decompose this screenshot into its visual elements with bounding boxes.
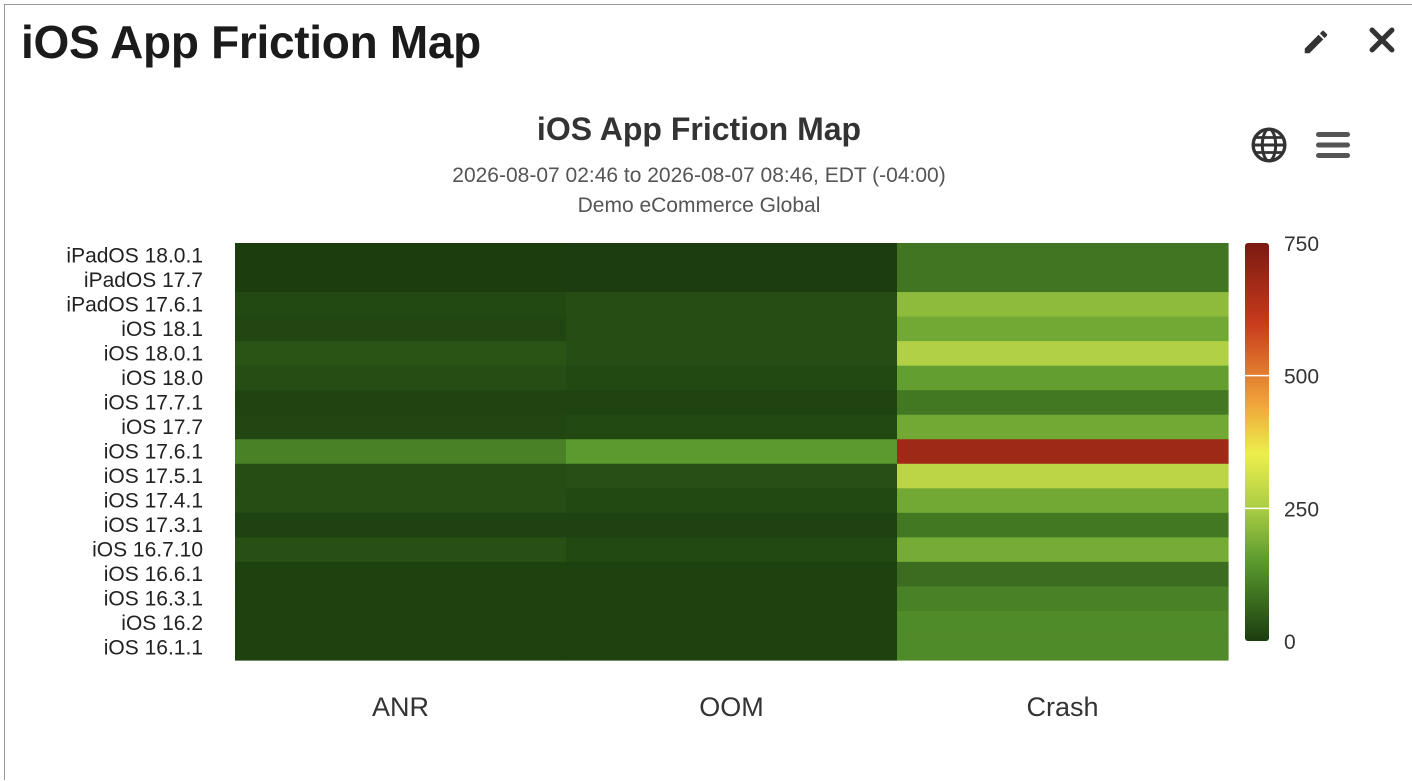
heatmap-cell[interactable] bbox=[566, 635, 898, 661]
chart-subtitle-app: Demo eCommerce Global bbox=[578, 194, 821, 217]
y-axis-label: iOS 18.0.1 bbox=[104, 342, 203, 365]
heatmap-cell[interactable] bbox=[235, 439, 567, 465]
heatmap-cell[interactable] bbox=[235, 586, 567, 612]
heatmap-cell[interactable] bbox=[897, 365, 1229, 391]
x-axis-label: Crash bbox=[1026, 692, 1098, 722]
y-axis-label: iOS 17.4.1 bbox=[104, 490, 203, 513]
y-axis-label: iOS 17.3.1 bbox=[104, 514, 203, 537]
chart-subtitle: 2026-08-07 02:46 to 2026-08-07 08:46, ED… bbox=[452, 164, 945, 187]
heatmap-cell[interactable] bbox=[897, 561, 1229, 588]
heatmap-cell[interactable] bbox=[897, 316, 1229, 342]
heatmap-cell[interactable] bbox=[897, 390, 1229, 416]
close-icon[interactable] bbox=[1365, 23, 1399, 57]
x-axis-label: OOM bbox=[699, 692, 764, 722]
widget-panel: iOS App Friction Map iOS App Friction Ma… bbox=[4, 4, 1412, 780]
heatmap-cell[interactable] bbox=[897, 267, 1229, 293]
y-axis-label: iOS 16.1.1 bbox=[104, 637, 203, 660]
y-axis-label: iOS 17.5.1 bbox=[104, 465, 203, 488]
y-axis-label: iOS 17.6.1 bbox=[104, 441, 203, 464]
heatmap-cell[interactable] bbox=[235, 365, 567, 391]
heatmap-cell[interactable] bbox=[566, 390, 898, 416]
y-axis-label: iOS 17.7.1 bbox=[104, 391, 203, 414]
heatmap-cell[interactable] bbox=[566, 488, 898, 514]
color-axis-label: 250 bbox=[1284, 498, 1319, 521]
heatmap-cell[interactable] bbox=[235, 488, 567, 514]
heatmap-cell[interactable] bbox=[235, 537, 567, 563]
heatmap-cell[interactable] bbox=[897, 243, 1229, 269]
heatmap-cell[interactable] bbox=[566, 341, 898, 367]
y-axis-label: iPadOS 17.7 bbox=[84, 269, 203, 292]
heatmap-cell[interactable] bbox=[235, 316, 567, 342]
x-axis-label: ANR bbox=[372, 692, 429, 722]
heatmap-cell[interactable] bbox=[235, 463, 567, 489]
heatmap-cell[interactable] bbox=[897, 635, 1229, 661]
pencil-icon[interactable] bbox=[1301, 27, 1331, 57]
heatmap-cell[interactable] bbox=[897, 488, 1229, 514]
heatmap-cell[interactable] bbox=[566, 463, 898, 489]
heatmap-cell[interactable] bbox=[566, 414, 898, 440]
heatmap-cell[interactable] bbox=[235, 243, 567, 269]
heatmap-cell[interactable] bbox=[235, 512, 567, 538]
heatmap-cell[interactable] bbox=[566, 586, 898, 612]
heatmap-cell[interactable] bbox=[566, 365, 898, 391]
heatmap-cell[interactable] bbox=[566, 267, 898, 293]
panel-title: iOS App Friction Map bbox=[21, 16, 481, 68]
heatmap-cell[interactable] bbox=[566, 316, 898, 342]
heatmap-cell[interactable] bbox=[235, 390, 567, 416]
heatmap-cell[interactable] bbox=[566, 439, 898, 465]
heatmap-cell[interactable] bbox=[897, 586, 1229, 612]
heatmap-cell[interactable] bbox=[566, 243, 898, 269]
color-axis-label: 750 bbox=[1284, 233, 1319, 256]
y-axis-label: iPadOS 17.6.1 bbox=[66, 293, 203, 316]
heatmap-cell[interactable] bbox=[566, 292, 898, 318]
chart-title: iOS App Friction Map bbox=[537, 111, 861, 147]
heatmap-chart: iOS App Friction Map 2026-08-07 02:46 to… bbox=[66, 111, 1319, 722]
heatmap-cell[interactable] bbox=[235, 561, 567, 588]
color-axis-label: 500 bbox=[1284, 366, 1319, 389]
heatmap-cell[interactable] bbox=[897, 414, 1229, 440]
heatmap-cell[interactable] bbox=[897, 341, 1229, 367]
y-axis-label: iOS 18.0 bbox=[121, 367, 203, 390]
y-axis-label: iOS 17.7 bbox=[121, 416, 203, 439]
heatmap-cell[interactable] bbox=[566, 610, 898, 637]
heatmap-cell[interactable] bbox=[566, 512, 898, 538]
color-axis-label: 0 bbox=[1284, 631, 1296, 654]
heatmap-cell[interactable] bbox=[566, 537, 898, 563]
y-axis-label: iOS 18.1 bbox=[121, 318, 203, 341]
heatmap-cell[interactable] bbox=[566, 561, 898, 588]
heatmap-cell[interactable] bbox=[235, 414, 567, 440]
heatmap-cell[interactable] bbox=[235, 635, 567, 661]
hamburger-menu-icon[interactable] bbox=[1315, 129, 1351, 161]
heatmap-cell[interactable] bbox=[235, 341, 567, 367]
heatmap-cell[interactable] bbox=[897, 439, 1229, 465]
heatmap-cell[interactable] bbox=[897, 610, 1229, 637]
y-axis-label: iOS 16.2 bbox=[121, 612, 203, 635]
y-axis-label: iPadOS 18.0.1 bbox=[66, 244, 203, 267]
heatmap-cell[interactable] bbox=[235, 267, 567, 293]
color-axis-bar bbox=[1245, 243, 1269, 641]
y-axis-label: iOS 16.3.1 bbox=[104, 588, 203, 611]
y-axis-label: iOS 16.7.10 bbox=[92, 539, 203, 562]
heatmap-cell[interactable] bbox=[897, 512, 1229, 538]
heatmap-cell[interactable] bbox=[897, 292, 1229, 318]
globe-icon[interactable] bbox=[1249, 125, 1289, 165]
heatmap-cell[interactable] bbox=[897, 463, 1229, 489]
y-axis-label: iOS 16.6.1 bbox=[104, 563, 203, 586]
heatmap-cell[interactable] bbox=[897, 537, 1229, 563]
heatmap-cell[interactable] bbox=[235, 610, 567, 637]
heatmap-cell[interactable] bbox=[235, 292, 567, 318]
